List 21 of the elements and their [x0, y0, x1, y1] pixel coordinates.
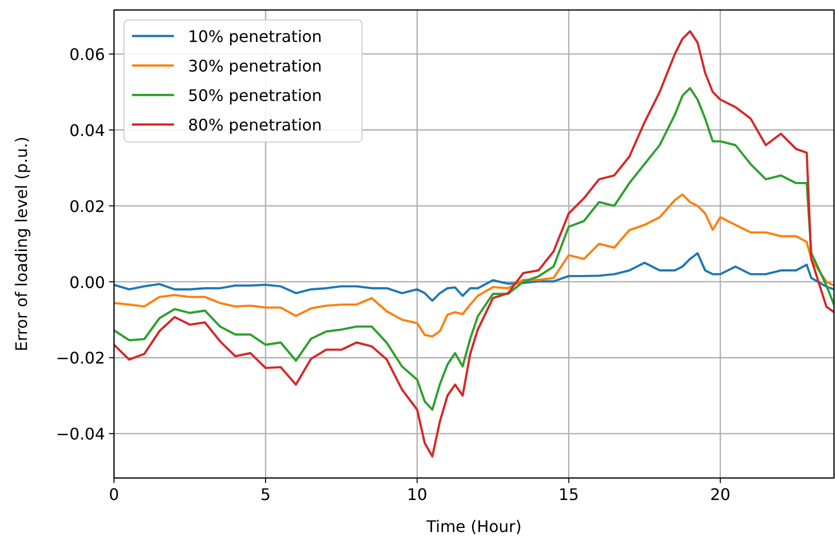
- legend-label: 50% penetration: [188, 86, 322, 105]
- x-tick-label: 10: [406, 485, 428, 504]
- y-axis-title: Error of loading level (p.u.): [12, 136, 31, 352]
- line-series: [114, 87, 834, 411]
- x-axis-title: Time (Hour): [425, 517, 522, 536]
- y-tick-label: 0.04: [69, 120, 105, 140]
- x-tick-label: 20: [710, 485, 730, 504]
- y-tick-label: 0.02: [69, 196, 105, 216]
- legend-label: 30% penetration: [188, 56, 322, 76]
- x-tick-label: 5: [260, 485, 271, 504]
- x-tick-label: 0: [108, 485, 120, 504]
- legend-label: 80% penetration: [188, 116, 322, 134]
- y-tick-label: −0.02: [56, 348, 105, 368]
- y-tick-label: −0.04: [56, 424, 105, 444]
- line-series: [114, 30, 834, 458]
- x-tick-label: 15: [558, 485, 579, 504]
- line-series: [114, 252, 834, 302]
- legend-label: 10% penetration: [188, 27, 322, 46]
- y-tick-label: 0.06: [69, 45, 105, 64]
- line-series: [114, 193, 834, 338]
- y-tick-label: 0.00: [69, 272, 105, 292]
